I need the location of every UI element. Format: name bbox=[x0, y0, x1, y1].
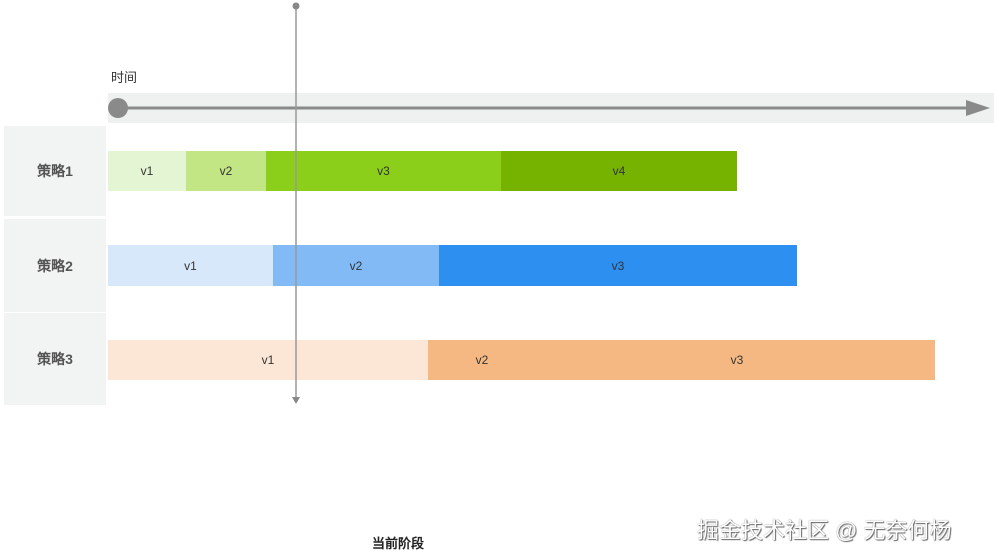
strategy3-v2v3-bar bbox=[428, 340, 935, 380]
strategy3-v1: v1 bbox=[108, 340, 428, 380]
strategy-label-1: 策略1 bbox=[4, 126, 106, 216]
strategy-label-2: 策略2 bbox=[4, 219, 106, 312]
strategy-label-3: 策略3 bbox=[4, 313, 106, 405]
arrow-down-icon bbox=[292, 397, 300, 404]
strategy2-v1: v1 bbox=[108, 245, 273, 286]
strategy2-v2: v2 bbox=[273, 245, 439, 286]
arrow-right-icon bbox=[966, 100, 990, 116]
strategy1-v3: v3 bbox=[266, 151, 501, 191]
current-stage-label: 当前阶段 bbox=[372, 536, 425, 551]
strategy1-v4: v4 bbox=[501, 151, 737, 191]
time-label: 时间 bbox=[111, 70, 138, 85]
current-stage-top-dot bbox=[292, 2, 300, 10]
strategy3-v2-label: v2 bbox=[475, 353, 489, 367]
strategy3-v3-label: v3 bbox=[730, 353, 744, 367]
time-axis-start-dot bbox=[108, 98, 128, 118]
strategy1-v1: v1 bbox=[108, 151, 186, 191]
watermark: 掘金技术社区 @ 无奈何杨 bbox=[697, 518, 952, 543]
strategy2-v3: v3 bbox=[439, 245, 797, 286]
strategy1-v2: v2 bbox=[186, 151, 266, 191]
